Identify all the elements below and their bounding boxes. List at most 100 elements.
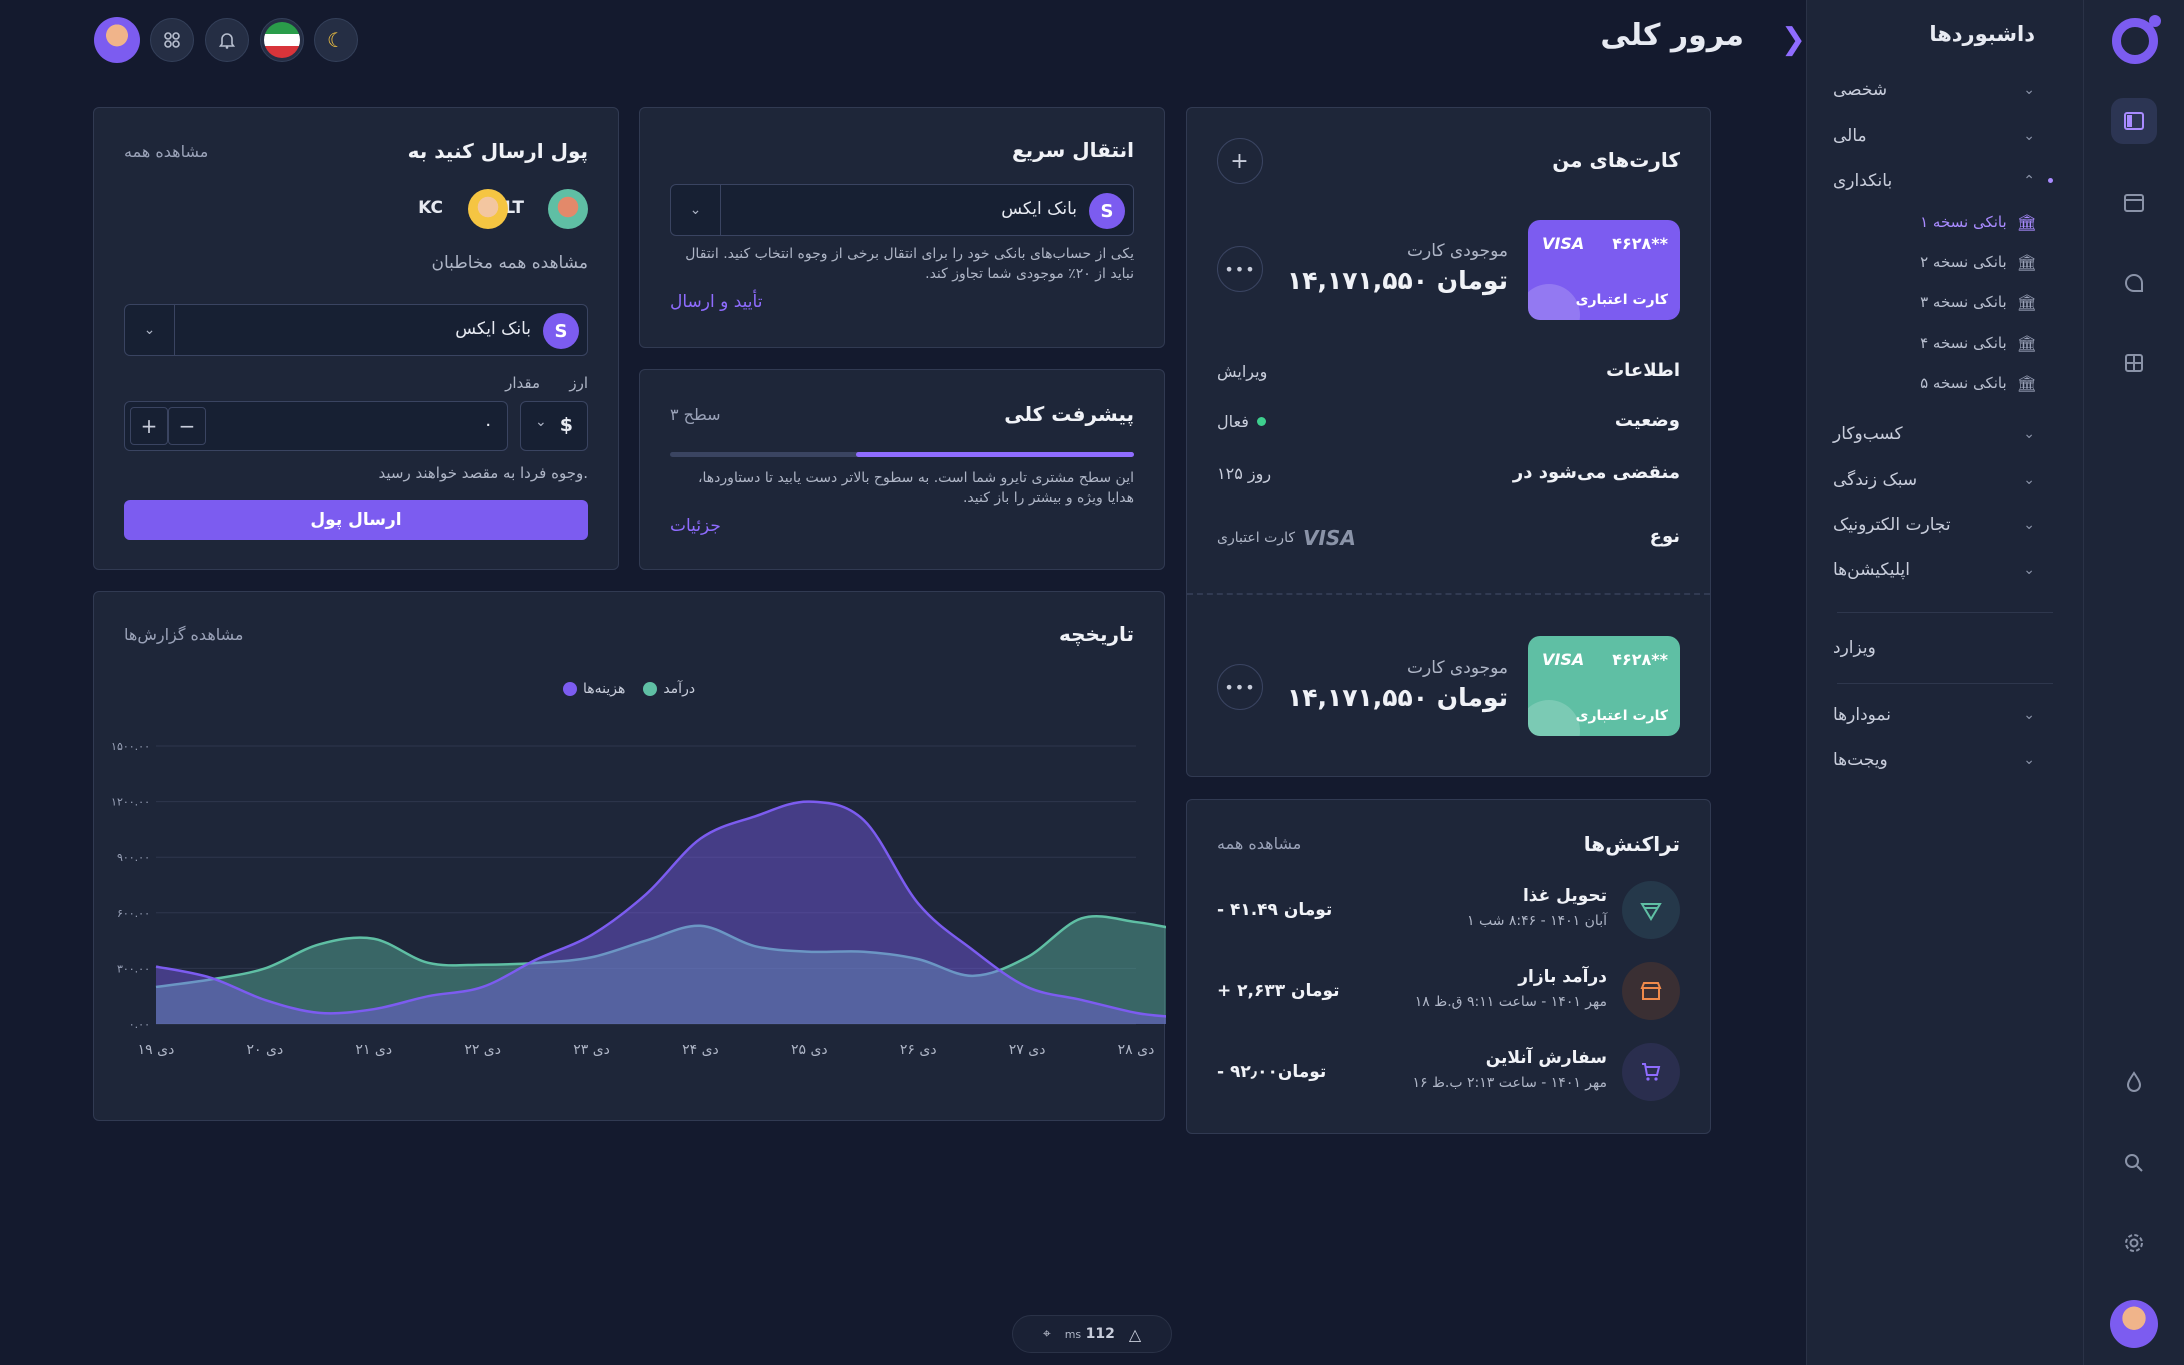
x-tick-label: دی ۲۵ — [791, 1042, 828, 1058]
chevron-down-icon: ⌄ — [2023, 707, 2035, 723]
header-user-avatar[interactable] — [94, 17, 140, 63]
transaction-date: ۱۶ مهر ۱۴۰۱ - ساعت ۲:۱۳ ب.ظ — [1412, 1075, 1607, 1091]
amount-input[interactable]: ۰ — [483, 414, 493, 435]
sidebar-item-lifestyle[interactable]: سبک زندگی ⌄ — [1833, 465, 2035, 495]
credit-card-2[interactable]: ۴۶۲۸** VISA کارت اعتباری — [1528, 636, 1680, 736]
search-icon[interactable] — [2111, 1140, 2157, 1186]
view-reports-link[interactable]: مشاهده گزارش‌ها — [124, 625, 244, 644]
apps-grid-icon[interactable] — [150, 18, 194, 62]
sidebar-item-apps[interactable]: اپلیکیشن‌ها ⌄ — [1833, 555, 2035, 585]
sidebar-item-widgets[interactable]: ویجت‌ها ⌄ — [1833, 745, 2035, 775]
icon-rail — [2083, 0, 2184, 1365]
visa-logo: VISA — [1542, 650, 1585, 669]
chevron-down-icon: ⌄ — [2023, 128, 2035, 144]
sidebar-item-finance[interactable]: مالی ⌄ — [1833, 121, 2035, 151]
history-title: تاریخچه — [1059, 622, 1134, 646]
sidebar-title: داشبوردها — [1929, 22, 2035, 46]
chevron-down-icon: ⌄ — [2023, 82, 2035, 98]
bell-icon[interactable] — [205, 18, 249, 62]
timing-readout: ms 112 — [1065, 1326, 1115, 1342]
details-link[interactable]: جزئیات — [670, 516, 721, 536]
plus-icon[interactable]: + — [130, 407, 168, 445]
sidebar-item-label: بانکداری — [1833, 171, 1893, 191]
contact-avatar[interactable] — [548, 189, 588, 229]
sidebar-item-label: کسب‌وکار — [1833, 424, 1903, 444]
sidebar-item-ecommerce[interactable]: تجارت الکترونیک ⌄ — [1833, 510, 2035, 540]
chart-legend: هزینه‌ها درآمد — [94, 681, 1164, 697]
chat-icon[interactable] — [2111, 260, 2157, 306]
cart-icon — [1622, 1043, 1680, 1101]
bank-name: بانک ایکس — [455, 319, 531, 339]
sidebar-sub-label: بانکی نسخه ۵ — [1920, 374, 2007, 392]
visa-logo: VISA — [1542, 234, 1585, 253]
contact-initials[interactable]: KC — [418, 198, 443, 218]
bank-account-select[interactable]: ⌄ S بانک ایکس — [670, 184, 1134, 236]
confirm-send-link[interactable]: تأیید و ارسال — [670, 292, 763, 312]
sidebar-item-business[interactable]: کسب‌وکار ⌄ — [1833, 419, 2035, 449]
sidebar-item-label: شخصی — [1833, 80, 1888, 100]
card-type: کارت اعتباری — [1575, 708, 1668, 724]
expires-label: منقضی می‌شود در — [1512, 462, 1680, 483]
transfer-note: وجوه فردا به مقصد خواهند رسید. — [378, 464, 588, 482]
app-logo-icon[interactable] — [2112, 15, 2161, 64]
chevron-down-icon: ⌄ — [2023, 562, 2035, 578]
timing-unit: ms — [1064, 1328, 1082, 1341]
user-avatar[interactable] — [2110, 1300, 2158, 1348]
progress-track — [670, 452, 1134, 457]
timing-value: 112 — [1085, 1326, 1115, 1342]
legend-label: درآمد — [663, 681, 696, 697]
dashboard-icon[interactable] — [2111, 98, 2157, 144]
add-card-button[interactable]: + — [1217, 138, 1263, 184]
chevron-down-icon: ⌄ — [535, 414, 547, 430]
transaction-amount: + ۲,۶۳۳ تومان — [1217, 981, 1340, 1001]
amount-stepper[interactable]: ۰ + − — [124, 401, 508, 451]
view-all-link[interactable]: مشاهده همه — [124, 142, 209, 161]
contact-avatar[interactable] — [468, 189, 508, 229]
send-money-button[interactable]: ارسال پول — [124, 500, 588, 540]
x-tick-label: دی ۲۲ — [464, 1042, 501, 1058]
sidebar-sub-banking-3[interactable]: بانکی نسخه ۳ 🏛 — [1920, 288, 2037, 316]
grid-icon[interactable] — [2111, 340, 2157, 386]
view-all-transactions-link[interactable]: مشاهده همه — [1217, 834, 1302, 853]
view-all-contacts-link[interactable]: مشاهده همه مخاطبان — [431, 253, 588, 273]
currency-select[interactable]: $ ⌄ — [520, 401, 588, 451]
drop-icon[interactable] — [2111, 1058, 2157, 1104]
info-label: اطلاعات — [1606, 360, 1680, 381]
x-tick-label: دی ۲۰ — [247, 1042, 284, 1058]
sidebar-sub-banking-1[interactable]: بانکی نسخه ۱ 🏛 — [1920, 208, 2037, 236]
currency-label: ارز — [569, 374, 588, 392]
chevron-down-icon: ⌄ — [2023, 752, 2035, 768]
credit-card-1[interactable]: ۴۶۲۸** VISA کارت اعتباری — [1528, 220, 1680, 320]
nuxt-logo-icon[interactable]: △ — [1128, 1324, 1142, 1344]
transaction-amount: - ۴۱.۴۹ تومان — [1217, 900, 1333, 920]
theme-moon-icon[interactable]: ☾ — [314, 18, 358, 62]
contact-initials[interactable]: LT — [504, 198, 524, 218]
sidebar-item-label: ویجت‌ها — [1833, 750, 1888, 770]
card-number: ۴۶۲۸** — [1612, 234, 1668, 253]
progress-fill — [855, 452, 1134, 457]
language-flag-icon[interactable] — [260, 18, 304, 62]
crosshair-icon[interactable]: ⌖ — [1042, 1326, 1051, 1342]
sidebar-sub-banking-2[interactable]: بانکی نسخه ۲ 🏛 — [1920, 248, 2037, 276]
sidebar-item-wizard[interactable]: ویزارد — [1833, 633, 2035, 663]
window-icon[interactable] — [2111, 180, 2157, 226]
bank-select[interactable]: ⌄ S بانک ایکس — [124, 304, 588, 356]
card-more-button[interactable]: ••• — [1217, 246, 1263, 292]
card-more-button[interactable]: ••• — [1217, 664, 1263, 710]
sidebar-sub-banking-5[interactable]: بانکی نسخه ۵ 🏛 — [1920, 369, 2037, 397]
sidebar-item-banking[interactable]: بانکداری ⌃ — [1833, 166, 2035, 196]
edit-link[interactable]: ویرایش — [1217, 362, 1268, 381]
sidebar-item-charts[interactable]: نمودارها ⌄ — [1833, 700, 2035, 730]
amount-label: مقدار — [505, 374, 540, 392]
sidebar-sub-banking-4[interactable]: بانکی نسخه ۴ 🏛 — [1920, 329, 2037, 357]
settings-gear-icon[interactable] — [2111, 1220, 2157, 1266]
my-cards-title: کارت‌های من — [1552, 148, 1680, 172]
bank-logo-icon: S — [1089, 193, 1125, 229]
chevron-right-icon[interactable]: ❯ — [1780, 22, 1806, 57]
bank-icon: 🏛 — [2016, 212, 2037, 232]
transactions-panel: تراکنش‌ها مشاهده همه تحویل غذا ۱ آبان ۱۴… — [1186, 799, 1711, 1134]
sidebar-item-personal[interactable]: شخصی ⌄ — [1833, 75, 2035, 105]
series-line-expenses — [155, 800, 1166, 1018]
minus-icon[interactable]: − — [168, 407, 206, 445]
bank-icon: 🏛 — [2016, 373, 2037, 393]
